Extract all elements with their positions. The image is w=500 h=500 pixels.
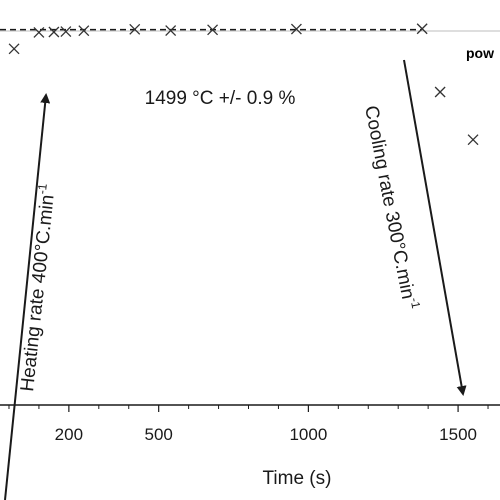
data-point-stroke (48, 26, 60, 38)
x-axis-title: Time (s) (263, 468, 332, 489)
x-tick-labels: 200 500 1000 1500 (55, 425, 477, 444)
data-point (8, 43, 20, 55)
data-point (48, 26, 60, 38)
data-point-stroke (207, 24, 219, 36)
data-point (129, 23, 141, 35)
heating-rate-superscript: -1 (35, 182, 50, 194)
x-ticks (8, 405, 489, 412)
data-point-stroke (434, 86, 446, 98)
data-point-stroke (290, 23, 302, 35)
legend-label: pow (466, 45, 494, 61)
cooling-arrow (403, 59, 467, 396)
data-point (60, 26, 72, 38)
data-point-stroke (165, 25, 177, 36)
heating-arrow (4, 93, 51, 500)
cooling-rate-label: Cooling rate 300°C.min-1 (360, 103, 423, 311)
x-tick-label: 200 (55, 425, 83, 444)
data-point-stroke (8, 43, 20, 55)
data-point-stroke (60, 26, 72, 38)
data-point-stroke (416, 23, 428, 35)
x-tick-label: 1500 (439, 425, 477, 444)
data-points (8, 23, 479, 146)
x-tick-label: 1000 (289, 425, 327, 444)
heating-rate-label: Heating rate 400°C.min-1 (14, 182, 60, 392)
data-point (434, 86, 446, 98)
data-point-stroke (129, 23, 141, 35)
data-point (290, 23, 302, 35)
cooling-rate-text: Cooling rate 300°C.min (360, 104, 418, 301)
data-point (78, 25, 90, 37)
cooling-rate-superscript: -1 (407, 296, 423, 309)
data-point (33, 27, 45, 38)
x-tick-label: 500 (144, 425, 172, 444)
reference-line-label: 1499 °C +/- 0.9 % (145, 88, 296, 109)
data-point-stroke (467, 134, 479, 146)
data-point (467, 134, 479, 146)
data-point-stroke (33, 27, 45, 38)
data-point (207, 24, 219, 36)
data-point-stroke (78, 25, 90, 37)
data-point (165, 25, 177, 36)
data-point (416, 23, 428, 35)
heating-rate-text: Heating rate 400°C.min (17, 194, 59, 393)
